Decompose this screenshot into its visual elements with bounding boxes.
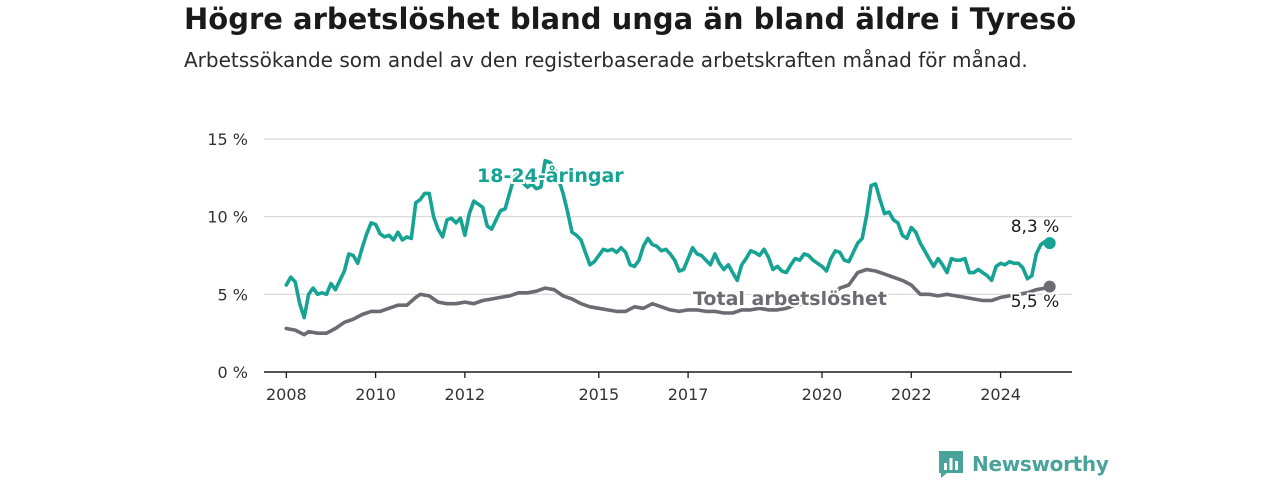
young-series-end-dot: [1043, 237, 1056, 250]
x-tick-label: 2015: [578, 385, 619, 404]
x-tick-label: 2010: [355, 385, 396, 404]
x-tick-label: 2020: [802, 385, 843, 404]
total-series-label: Total arbetslöshet: [693, 288, 887, 310]
x-tick-label: 2008: [266, 385, 307, 404]
x-tick-label: 2012: [445, 385, 486, 404]
logo-text: Newsworthy: [972, 452, 1109, 476]
x-tick-label: 2017: [668, 385, 709, 404]
young-series-end-label: 8,3 %: [1011, 217, 1060, 237]
total-series-end-dot: [1043, 280, 1056, 293]
y-tick-label: 0 %: [218, 363, 248, 382]
chart-title: Högre arbetslöshet bland unga än bland ä…: [184, 2, 1077, 36]
total-series-end-label: 5,5 %: [1011, 292, 1060, 312]
young-series-line: [284, 158, 1052, 320]
total-series-line: [284, 267, 1052, 337]
y-tick-label: 10 %: [207, 208, 248, 227]
chart-subtitle: Arbetssökande som andel av den registerb…: [184, 48, 1028, 72]
bar-chart-speech-bubble-icon: [939, 451, 963, 478]
y-tick-label: 15 %: [207, 130, 248, 149]
x-tick-label: 2022: [891, 385, 932, 404]
newsworthy-logo[interactable]: Newsworthy: [937, 449, 1109, 479]
y-tick-label: 5 %: [218, 285, 248, 304]
young-series-label: 18-24-åringar: [477, 163, 624, 187]
x-tick-label: 2024: [980, 385, 1021, 404]
